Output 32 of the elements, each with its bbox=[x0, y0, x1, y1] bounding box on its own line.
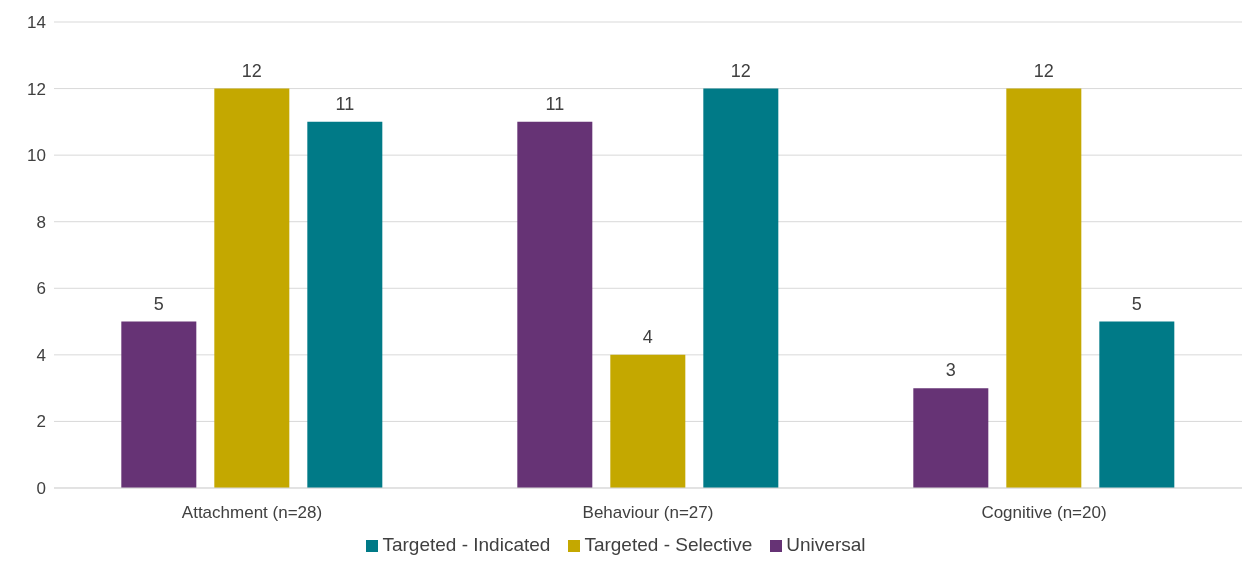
data-label: 12 bbox=[1033, 60, 1054, 81]
data-label: 12 bbox=[730, 60, 751, 81]
bar bbox=[121, 321, 197, 488]
data-label: 3 bbox=[945, 360, 956, 381]
bar bbox=[1006, 88, 1082, 488]
data-label: 5 bbox=[1131, 293, 1142, 314]
data-label: 11 bbox=[335, 93, 355, 114]
x-tick-label: Cognitive (n=20) bbox=[981, 503, 1107, 523]
x-tick-label: Attachment (n=28) bbox=[181, 503, 323, 523]
y-tick-label: 14 bbox=[27, 13, 46, 33]
y-tick-label: 6 bbox=[36, 279, 46, 299]
legend-label: Targeted - Indicated bbox=[382, 534, 551, 555]
y-tick-label: 4 bbox=[36, 345, 46, 365]
y-tick-label: 8 bbox=[36, 212, 46, 232]
y-tick-label: 10 bbox=[27, 146, 46, 166]
legend-label: Targeted - Selective bbox=[584, 534, 753, 555]
bar bbox=[913, 388, 989, 488]
data-label: 12 bbox=[241, 60, 262, 81]
bar bbox=[307, 121, 383, 488]
bar bbox=[517, 121, 593, 488]
data-label: 4 bbox=[642, 326, 653, 347]
bar bbox=[214, 88, 290, 488]
bar bbox=[703, 88, 779, 488]
x-tick-label: Behaviour (n=27) bbox=[582, 503, 714, 523]
data-label: 5 bbox=[153, 293, 164, 314]
y-tick-label: 2 bbox=[36, 412, 46, 432]
bar bbox=[610, 354, 686, 488]
data-label: 11 bbox=[545, 93, 565, 114]
y-tick-label: 0 bbox=[36, 479, 46, 499]
bar bbox=[1099, 321, 1175, 488]
y-tick-label: 12 bbox=[27, 79, 46, 99]
legend-label: Universal bbox=[786, 534, 866, 555]
